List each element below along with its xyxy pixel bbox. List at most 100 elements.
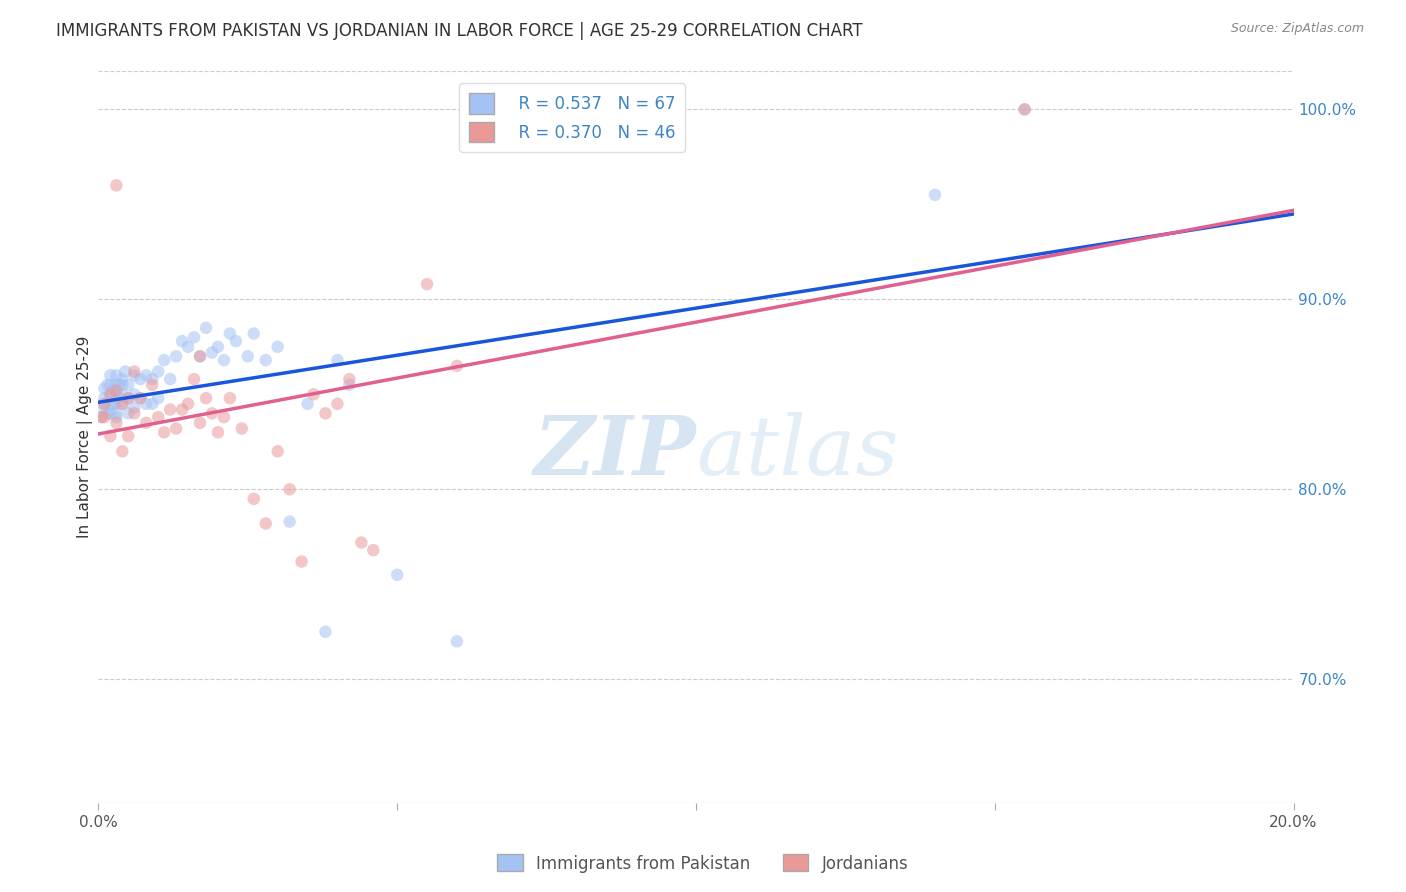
Point [254, 516, 277, 531]
Point [188, 416, 211, 430]
Point [93, 397, 115, 411]
Point [416, 277, 439, 292]
Point [114, 365, 136, 379]
Point [195, 391, 218, 405]
Point [219, 326, 242, 341]
Point [446, 634, 468, 648]
Point [339, 372, 361, 386]
Point [111, 397, 134, 411]
Point [207, 340, 229, 354]
Point [159, 372, 181, 386]
Point [135, 397, 157, 411]
Point [188, 349, 211, 363]
Point [129, 391, 152, 405]
Point [219, 391, 242, 405]
Legend:   R = 0.537   N = 67,   R = 0.370   N = 46: R = 0.537 N = 67, R = 0.370 N = 46 [460, 83, 685, 153]
Point [278, 515, 301, 529]
Point [96, 406, 118, 420]
Text: ZIP: ZIP [533, 412, 696, 491]
Text: atlas: atlas [696, 412, 898, 491]
Point [172, 334, 194, 348]
Point [231, 421, 253, 435]
Point [105, 178, 128, 193]
Point [90, 410, 112, 425]
Point [105, 416, 128, 430]
Point [141, 372, 163, 386]
Point [350, 535, 373, 549]
Point [148, 410, 170, 425]
Point [212, 353, 235, 368]
Point [103, 397, 125, 411]
Point [117, 391, 139, 405]
Point [1014, 103, 1036, 117]
Point [385, 567, 409, 582]
Point [117, 429, 139, 443]
Point [105, 368, 128, 383]
Point [159, 402, 181, 417]
Point [98, 387, 122, 401]
Point [315, 406, 337, 420]
Point [124, 406, 146, 420]
Point [111, 387, 134, 401]
Point [153, 353, 176, 368]
Point [111, 444, 134, 458]
Point [188, 349, 211, 363]
Point [98, 429, 122, 443]
Point [124, 401, 146, 415]
Point [98, 406, 122, 420]
Point [129, 391, 152, 405]
Point [117, 377, 139, 392]
Point [124, 365, 146, 379]
Point [93, 401, 115, 415]
Point [363, 543, 385, 558]
Point [201, 406, 224, 420]
Point [98, 377, 122, 392]
Point [339, 377, 361, 392]
Point [103, 384, 125, 398]
Point [924, 187, 946, 202]
Point [105, 406, 128, 420]
Point [326, 353, 349, 368]
Point [236, 349, 259, 363]
Point [105, 384, 128, 398]
Point [148, 391, 170, 405]
Point [93, 397, 115, 411]
Point [129, 372, 152, 386]
Point [291, 555, 314, 569]
Point [111, 397, 134, 411]
Point [124, 368, 146, 383]
Legend: Immigrants from Pakistan, Jordanians: Immigrants from Pakistan, Jordanians [491, 847, 915, 880]
Point [135, 416, 157, 430]
Point [183, 330, 205, 344]
Point [105, 387, 128, 401]
Point [201, 345, 224, 359]
Point [105, 397, 128, 411]
Point [278, 483, 301, 497]
Point [267, 340, 290, 354]
Point [108, 391, 131, 405]
Y-axis label: In Labor Force | Age 25-29: In Labor Force | Age 25-29 [77, 336, 93, 538]
Point [90, 410, 112, 425]
Point [141, 397, 163, 411]
Point [207, 425, 229, 440]
Point [225, 334, 247, 348]
Point [165, 349, 187, 363]
Point [254, 353, 277, 368]
Point [153, 425, 176, 440]
Point [93, 391, 115, 405]
Point [141, 377, 163, 392]
Point [243, 491, 266, 506]
Point [93, 410, 115, 425]
Point [297, 397, 319, 411]
Point [135, 368, 157, 383]
Point [124, 387, 146, 401]
Point [326, 397, 349, 411]
Point [111, 372, 134, 386]
Point [117, 406, 139, 420]
Point [172, 402, 194, 417]
Point [98, 368, 122, 383]
Point [177, 397, 200, 411]
Point [212, 410, 235, 425]
Point [148, 365, 170, 379]
Point [302, 387, 325, 401]
